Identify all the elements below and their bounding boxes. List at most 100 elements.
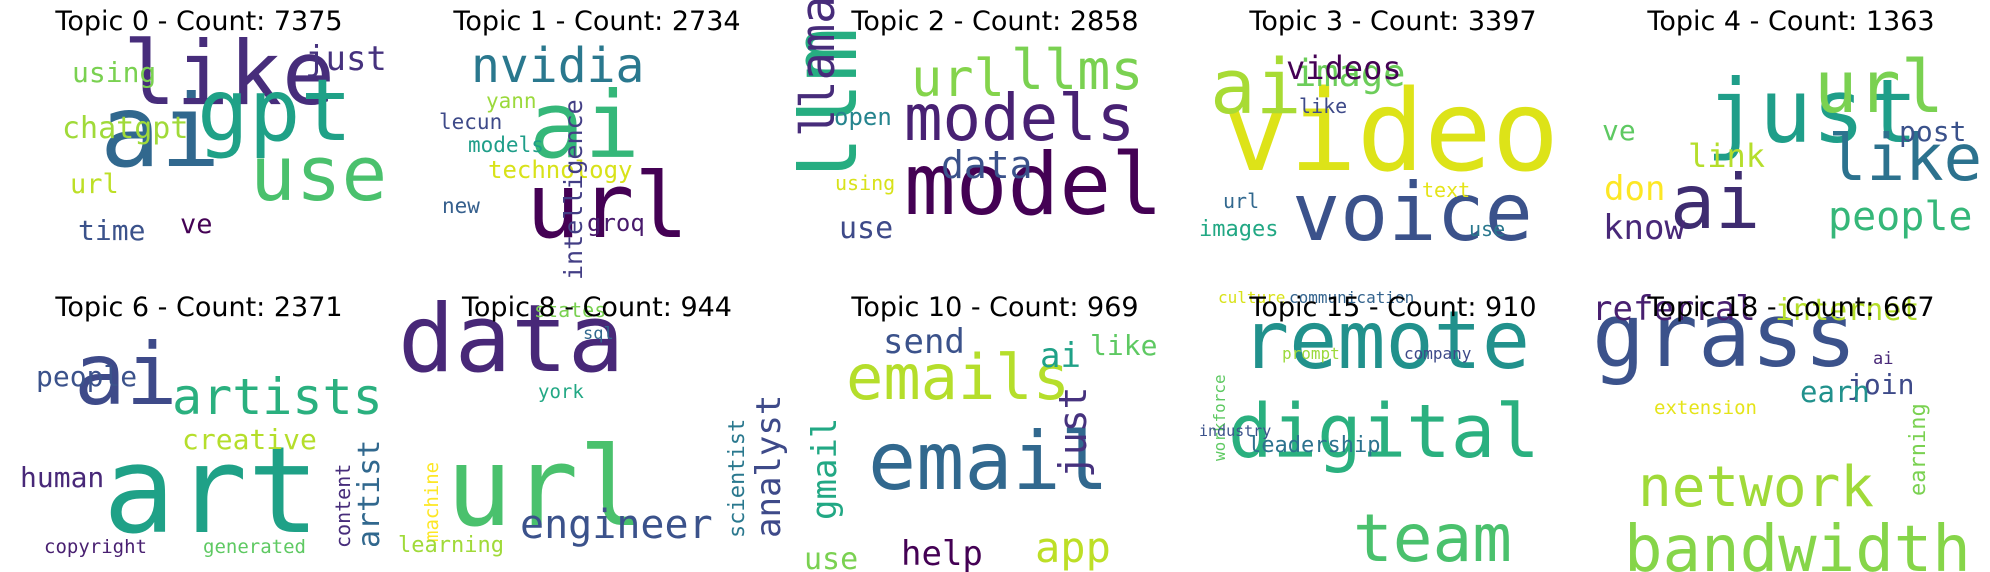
cloud-word: use	[1469, 217, 1505, 241]
word-cloud: data url engineer analyst scientist states sql…	[398, 286, 796, 572]
cloud-word: ai	[100, 73, 220, 190]
cloud-word: copyright	[44, 536, 147, 558]
cloud-word: know	[1603, 208, 1685, 248]
cloud-word: llm	[796, 27, 878, 190]
cloud-word: generated	[203, 536, 306, 558]
cloud-word: text	[1422, 178, 1470, 202]
wordcloud-panel: just url ai like people ve link post don know Topi…	[1592, 0, 1990, 286]
cloud-word: llms	[1011, 38, 1143, 102]
cloud-word: ve	[1602, 114, 1636, 147]
cloud-word: prompt	[1282, 344, 1340, 363]
word-cloud: llm model models url llms llama data open using u…	[796, 0, 1194, 286]
cloud-word: engineer	[520, 502, 713, 548]
cloud-word: url	[446, 423, 645, 551]
cloud-word: video	[1222, 67, 1559, 197]
cloud-word: url	[911, 49, 1005, 109]
cloud-word: states	[534, 298, 606, 322]
word-cloud: grass bandwidth network referral internet ear…	[1592, 286, 1990, 572]
cloud-word: company	[1404, 344, 1472, 363]
cloud-word: data	[398, 286, 624, 394]
cloud-word: url	[526, 154, 689, 259]
cloud-word: like	[123, 22, 335, 125]
cloud-word: artists	[172, 368, 383, 426]
cloud-word: ai	[1873, 349, 1893, 369]
cloud-word: workforce	[1210, 374, 1229, 461]
cloud-word: analyst	[749, 395, 789, 538]
cloud-word: using	[72, 56, 156, 89]
cloud-word: model	[904, 135, 1163, 235]
cloud-word: help	[901, 534, 983, 572]
wordcloud-panel: data url engineer analyst scientist states sql…	[398, 286, 796, 572]
cloud-word: ai	[1670, 158, 1760, 246]
cloud-word: york	[538, 381, 584, 403]
cloud-word: post	[1899, 115, 1966, 148]
panel-title: Topic 1 - Count: 2734	[453, 6, 741, 37]
cloud-word: use	[839, 211, 893, 246]
cloud-word: llama	[796, 0, 846, 137]
cloud-word: data	[941, 143, 1033, 187]
cloud-word: models	[468, 133, 544, 157]
cloud-word: nvidia	[471, 38, 644, 94]
word-cloud: email emails send ai like just gmail use help app	[796, 286, 1194, 572]
cloud-word: send	[883, 322, 965, 362]
cloud-word: url	[70, 169, 119, 200]
cloud-word: like	[1090, 329, 1157, 362]
cloud-word: sql	[583, 324, 614, 344]
cloud-word: earn	[1800, 375, 1870, 409]
cloud-word: grass	[1592, 286, 1857, 387]
cloud-word: intelligence	[559, 99, 588, 280]
cloud-word: models	[904, 82, 1135, 156]
cloud-word: yann	[486, 89, 537, 113]
cloud-word: open	[834, 103, 892, 131]
cloud-word: just	[1051, 386, 1095, 478]
cloud-word: people	[1828, 194, 1973, 240]
cloud-word: lecun	[439, 110, 502, 134]
cloud-word: extension	[1654, 397, 1757, 419]
panel-title: Topic 10 - Count: 969	[851, 292, 1139, 323]
cloud-word: bandwidth	[1624, 513, 1971, 572]
cloud-word: time	[78, 214, 145, 247]
cloud-word: emails	[846, 341, 1070, 414]
panel-title: Topic 2 - Count: 2858	[851, 6, 1139, 37]
word-cloud: video voice ai image videos like url images text…	[1194, 0, 1592, 286]
panel-title: Topic 15 - Count: 910	[1249, 292, 1537, 323]
cloud-word: people	[36, 360, 137, 393]
cloud-word: earning	[1906, 403, 1931, 496]
cloud-word: link	[1688, 137, 1765, 175]
cloud-word: chatgpt	[62, 111, 188, 146]
cloud-word: creative	[182, 423, 317, 456]
wordcloud-panel: ai like gpt use just using chatgpt url time ve Top…	[0, 0, 398, 286]
panel-title: Topic 6 - Count: 2371	[55, 292, 343, 323]
panel-title: Topic 0 - Count: 7375	[55, 6, 343, 37]
cloud-word: email	[868, 415, 1109, 508]
cloud-word: human	[20, 461, 104, 494]
cloud-word: internet	[1775, 293, 1920, 328]
cloud-word: image	[1294, 52, 1405, 95]
word-cloud: just url ai like people ve link post don know	[1592, 0, 1990, 286]
cloud-word: gpt	[197, 61, 352, 161]
cloud-word: ai	[1210, 42, 1302, 131]
cloud-word: machine	[421, 462, 443, 542]
cloud-word: scientist	[725, 419, 750, 538]
cloud-word: leadership	[1248, 433, 1380, 458]
cloud-word: learning	[398, 533, 504, 558]
cloud-word: new	[442, 194, 480, 218]
cloud-word: ve	[180, 209, 213, 240]
cloud-word: artist	[352, 440, 387, 548]
cloud-word: voice	[1292, 166, 1533, 259]
word-cloud: art ai artists creative people human artist con…	[0, 286, 398, 572]
cloud-word: just	[1706, 60, 1918, 163]
cloud-word: use	[804, 542, 858, 572]
word-cloud: remote digital team culture communication wor…	[1194, 286, 1592, 572]
cloud-word: don	[1604, 169, 1665, 209]
cloud-word: url	[1814, 45, 1944, 129]
panel-title: Topic 18 - Count: 667	[1647, 292, 1935, 323]
wordcloud-panel: video voice ai image videos like url images text…	[1194, 0, 1592, 286]
